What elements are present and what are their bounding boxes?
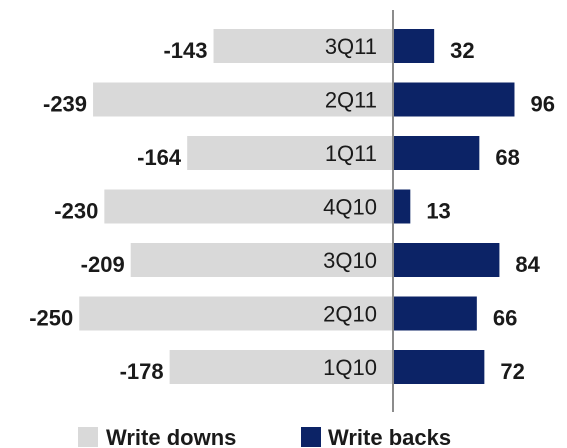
value-label-write-downs-4Q10: -230	[54, 199, 98, 224]
value-label-write-backs-3Q10: 84	[515, 252, 540, 277]
value-label-write-backs-3Q11: 32	[450, 38, 474, 63]
value-label-write-backs-1Q10: 72	[500, 359, 524, 384]
bar-write-downs-1Q11	[187, 136, 393, 170]
value-label-write-downs-3Q10: -209	[81, 252, 125, 277]
bar-write-backs-2Q11	[394, 82, 515, 117]
value-label-write-backs-2Q11: 96	[530, 92, 554, 117]
bar-write-downs-3Q11	[213, 29, 393, 63]
legend-label-write-downs: Write downs	[106, 425, 236, 448]
bar-write-downs-3Q10	[130, 243, 393, 277]
bar-write-downs-2Q11	[93, 82, 394, 117]
value-label-write-downs-2Q10: -250	[29, 306, 73, 331]
bar-write-backs-2Q10	[394, 296, 477, 331]
write-downs-bars	[79, 29, 394, 384]
category-label-1Q10: 1Q10	[323, 355, 377, 380]
legend-swatch-write-downs	[78, 427, 98, 447]
category-labels: 3Q11 2Q11 1Q11 4Q10 3Q10 2Q10 1Q10	[323, 34, 377, 380]
bar-write-downs-1Q10	[169, 350, 393, 384]
bar-write-downs-2Q10	[79, 296, 393, 331]
bar-write-backs-3Q10	[394, 243, 500, 277]
value-label-write-backs-2Q10: 66	[493, 306, 517, 331]
legend-swatch-write-backs	[301, 427, 321, 447]
legend: Write downs Write backs	[78, 425, 451, 448]
value-labels: -143 32 -239 96 -164 68 -230 13 -209 84 -250 66 -178…	[29, 38, 555, 384]
bar-write-downs-4Q10	[104, 189, 393, 224]
category-label-3Q11: 3Q11	[325, 34, 377, 59]
category-label-4Q10: 4Q10	[323, 195, 377, 220]
write-backs-bars	[394, 29, 515, 384]
category-label-2Q11: 2Q11	[325, 88, 377, 113]
bar-write-backs-1Q11	[394, 136, 480, 170]
value-label-write-backs-1Q11: 68	[495, 145, 519, 170]
value-label-write-downs-1Q11: -164	[137, 145, 182, 170]
legend-label-write-backs: Write backs	[328, 425, 451, 448]
value-label-write-backs-4Q10: 13	[426, 199, 450, 224]
bar-write-backs-1Q10	[394, 350, 485, 384]
category-label-3Q10: 3Q10	[323, 248, 377, 273]
category-label-1Q11: 1Q11	[325, 141, 377, 166]
value-label-write-downs-1Q10: -178	[120, 359, 164, 384]
bar-write-backs-3Q11	[394, 29, 435, 63]
category-label-2Q10: 2Q10	[323, 302, 377, 327]
bar-write-backs-4Q10	[394, 189, 411, 224]
value-label-write-downs-2Q11: -239	[43, 92, 87, 117]
value-label-write-downs-3Q11: -143	[163, 38, 207, 63]
